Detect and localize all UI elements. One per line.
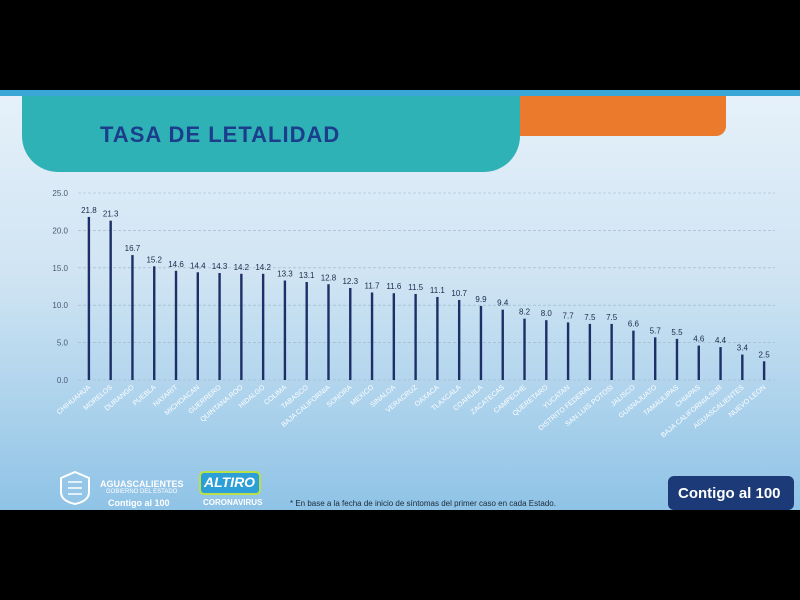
data-label: 2.5 bbox=[759, 350, 771, 359]
y-tick-label: 0.0 bbox=[57, 376, 69, 385]
data-label: 14.2 bbox=[255, 263, 271, 272]
altiro-subtitle: CORONAVIRUS bbox=[203, 498, 262, 507]
contigo-badge-label: Contigo al 100 bbox=[678, 485, 781, 502]
bar bbox=[414, 294, 416, 380]
data-label: 15.2 bbox=[146, 255, 162, 264]
data-label: 7.7 bbox=[563, 311, 575, 320]
altiro-title: ALTIRO bbox=[204, 474, 255, 490]
data-label: 3.4 bbox=[737, 344, 749, 353]
bar bbox=[436, 297, 438, 380]
bar bbox=[240, 274, 242, 380]
data-label: 5.5 bbox=[671, 328, 683, 337]
bar bbox=[393, 293, 395, 380]
data-label: 8.0 bbox=[541, 309, 553, 318]
data-label: 12.8 bbox=[321, 273, 337, 282]
data-label: 14.3 bbox=[212, 262, 228, 271]
data-label: 5.7 bbox=[650, 326, 662, 335]
data-label: 13.3 bbox=[277, 270, 293, 279]
data-label: 9.9 bbox=[475, 295, 487, 304]
data-label: 7.5 bbox=[584, 313, 596, 322]
data-label: 12.3 bbox=[342, 277, 358, 286]
bar bbox=[175, 271, 177, 380]
bar bbox=[153, 266, 155, 380]
state-name: AGUASCALIENTES bbox=[100, 479, 184, 489]
bar bbox=[502, 310, 504, 380]
data-label: 14.2 bbox=[234, 263, 250, 272]
bar bbox=[284, 281, 286, 380]
orange-accent-tab bbox=[500, 96, 726, 136]
data-label: 14.4 bbox=[190, 261, 206, 270]
data-label: 11.7 bbox=[365, 281, 381, 290]
data-label: 11.6 bbox=[386, 282, 402, 291]
data-label: 9.4 bbox=[497, 299, 509, 308]
bar bbox=[306, 282, 308, 380]
data-label: 21.8 bbox=[81, 206, 97, 215]
bar bbox=[763, 361, 765, 380]
bar bbox=[632, 331, 634, 380]
bar bbox=[698, 346, 700, 380]
bar bbox=[327, 284, 329, 380]
bar bbox=[741, 355, 743, 380]
data-label: 8.2 bbox=[519, 308, 531, 317]
state-slogan: Contigo al 100 bbox=[108, 498, 170, 508]
bar bbox=[349, 288, 351, 380]
data-label: 11.5 bbox=[408, 283, 424, 292]
bar bbox=[567, 322, 569, 380]
bar bbox=[262, 274, 264, 380]
data-label: 7.5 bbox=[606, 313, 618, 322]
footnote: * En base a la fecha de inicio de síntom… bbox=[290, 499, 556, 508]
bar bbox=[480, 306, 482, 380]
bar bbox=[131, 255, 133, 380]
data-label: 10.7 bbox=[451, 289, 467, 298]
page-title: TASA DE LETALIDAD bbox=[100, 122, 340, 148]
data-label: 14.6 bbox=[168, 260, 184, 269]
state-subtitle: GOBIERNO DEL ESTADO bbox=[106, 489, 177, 495]
data-label: 4.4 bbox=[715, 336, 727, 345]
bar bbox=[676, 339, 678, 380]
state-emblem-icon bbox=[56, 470, 94, 506]
slide: TASA DE LETALIDAD 0.0 5.0 10.0 15.0 20.0 25.0… bbox=[0, 90, 800, 510]
bar bbox=[458, 300, 460, 380]
bar bbox=[654, 337, 656, 380]
y-tick-label: 5.0 bbox=[57, 339, 69, 348]
bar bbox=[589, 324, 591, 380]
bar bbox=[109, 221, 111, 380]
bar bbox=[371, 292, 373, 380]
bar bbox=[88, 217, 90, 380]
data-label: 6.6 bbox=[628, 320, 640, 329]
bar bbox=[719, 347, 721, 380]
bar bbox=[523, 319, 525, 380]
data-label: 13.1 bbox=[299, 271, 315, 280]
y-tick-label: 15.0 bbox=[52, 264, 68, 273]
bar bbox=[218, 273, 220, 380]
y-tick-label: 10.0 bbox=[52, 301, 68, 310]
bar bbox=[545, 320, 547, 380]
data-label: 4.6 bbox=[693, 335, 705, 344]
y-tick-label: 25.0 bbox=[52, 189, 68, 198]
bar bbox=[610, 324, 612, 380]
x-tick-label: GUANAJUATO bbox=[618, 384, 659, 420]
data-label: 16.7 bbox=[125, 244, 141, 253]
data-label: 11.1 bbox=[430, 286, 446, 295]
bar-chart: 0.05.010.015.020.025.021.8CHIHUAHUA21.3M… bbox=[0, 180, 800, 480]
y-tick-label: 20.0 bbox=[52, 226, 68, 235]
bar bbox=[197, 272, 199, 380]
data-label: 21.3 bbox=[103, 210, 119, 219]
